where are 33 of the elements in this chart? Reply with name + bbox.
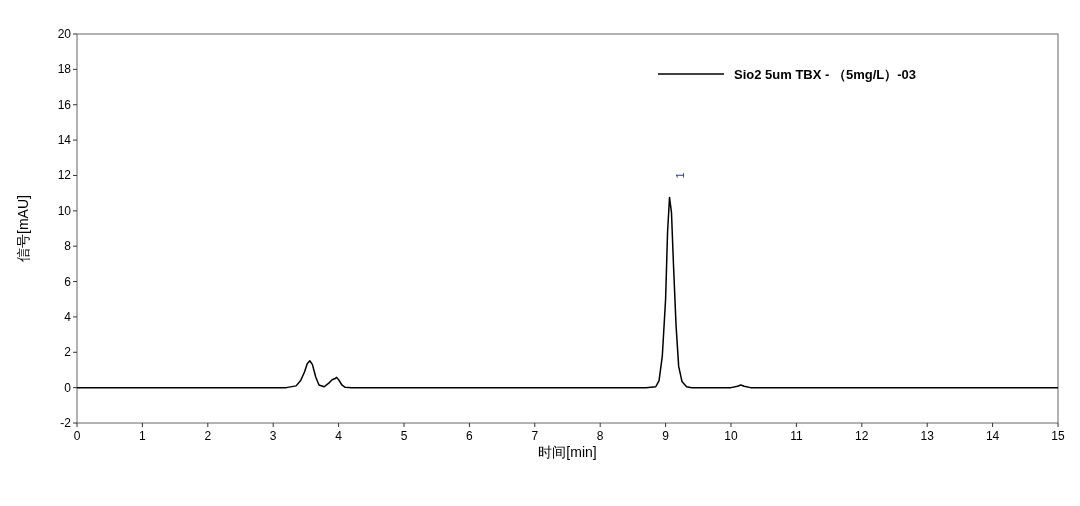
x-tick-label: 8 xyxy=(596,429,604,443)
x-tick-label: 2 xyxy=(204,429,212,443)
y-tick-label: 14 xyxy=(57,133,72,148)
y-tick-label: 12 xyxy=(57,168,72,183)
annotation: 1 xyxy=(673,172,686,179)
x-tick-label: 11 xyxy=(790,429,803,443)
x-tick-label: 3 xyxy=(269,429,277,443)
x-tick-label: 7 xyxy=(531,429,539,443)
text: Sio2 5um TBX - （5mg/L）-03 xyxy=(734,67,917,82)
y-tick-label: -2 xyxy=(60,416,72,430)
y-tick-label: 20 xyxy=(57,27,72,41)
x-tick-label: 9 xyxy=(662,429,670,443)
y-tick-label: 8 xyxy=(64,239,72,254)
x-tick-label: 15 xyxy=(1051,429,1065,443)
x-axis-title: 时间[min] xyxy=(538,444,597,460)
x-tick-label: 13 xyxy=(920,429,935,443)
y-axis-title: 信号[mAU] xyxy=(15,195,31,262)
x-tick-label: 4 xyxy=(335,429,343,443)
x-tick-label: 14 xyxy=(985,429,1000,443)
x-tick-label: 1 xyxy=(139,429,147,443)
x-tick-label: 5 xyxy=(400,429,408,443)
y-tick-label: 10 xyxy=(57,203,72,218)
x-tick-label: 0 xyxy=(73,429,81,443)
y-tick-label: 6 xyxy=(64,274,72,289)
y-tick-label: 2 xyxy=(64,345,72,360)
y-tick-label: 4 xyxy=(64,309,72,324)
x-tick-label: 12 xyxy=(855,429,869,443)
y-tick-label: 16 xyxy=(57,97,72,112)
line-series xyxy=(76,196,1059,389)
y-tick-label: 0 xyxy=(64,380,72,395)
x-tick-label: 6 xyxy=(466,429,474,443)
x-tick-label: 10 xyxy=(724,429,738,443)
y-tick-label: 18 xyxy=(57,62,72,77)
